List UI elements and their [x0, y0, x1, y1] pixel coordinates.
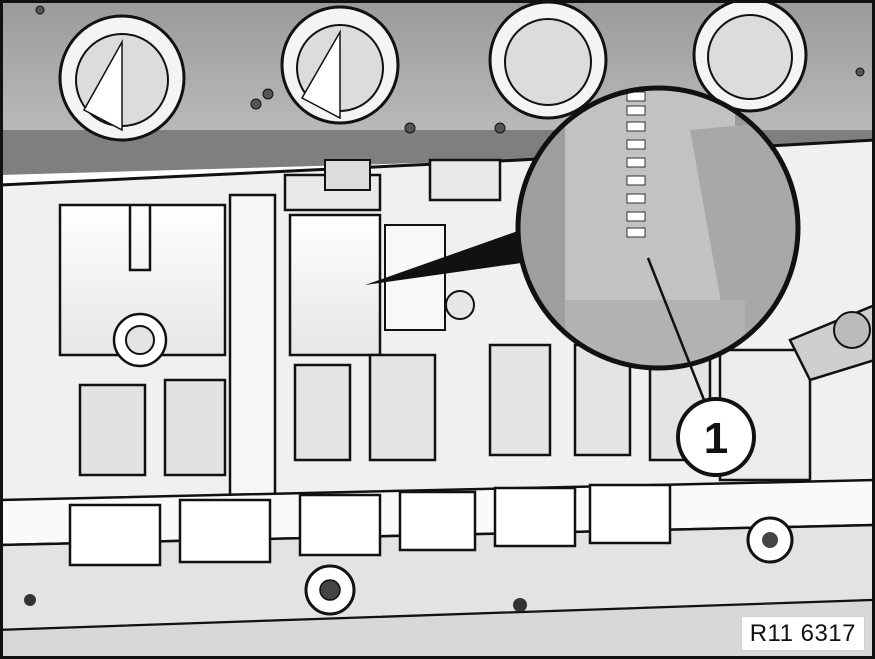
callout-marker: 1 — [676, 397, 756, 477]
cylinder-bore-3 — [488, 0, 608, 120]
detail-magnifier — [515, 85, 801, 371]
magnifier-pointer — [365, 225, 535, 285]
cylinder-marking-column — [626, 91, 646, 238]
cylinder-bore-1 — [58, 14, 186, 142]
callout-leader-line — [646, 257, 708, 406]
callout-number: 1 — [704, 414, 728, 463]
cylinder-bore-4 — [692, 0, 808, 113]
figure-reference-code: R11 6317 — [740, 616, 865, 651]
cylinder-bore-2 — [280, 5, 400, 125]
upper-flange — [0, 0, 875, 175]
